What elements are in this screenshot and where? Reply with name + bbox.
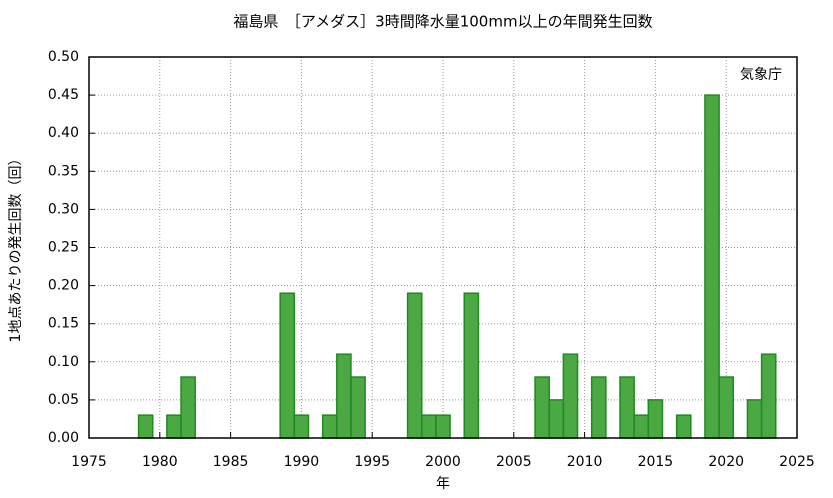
y-tick-label: 0.40: [48, 125, 79, 141]
x-tick-label: 2020: [708, 454, 744, 470]
y-tick-label: 0.35: [48, 163, 79, 179]
bar: [548, 399, 565, 439]
bar: [675, 414, 692, 439]
bar: [760, 353, 777, 439]
bar: [293, 414, 310, 439]
bar: [166, 414, 182, 439]
annotation: 気象庁: [740, 67, 782, 83]
bar: [534, 376, 550, 439]
bar: [421, 414, 437, 439]
bar: [647, 399, 664, 439]
x-tick-label: 2010: [567, 454, 603, 470]
y-tick-label: 0.50: [48, 49, 79, 65]
bar: [180, 376, 196, 439]
x-tick-label: 1975: [71, 454, 107, 470]
chart-title: 福島県 ［アメダス］3時間降水量100mm以上の年間発生回数: [233, 13, 652, 31]
bar: [562, 353, 579, 439]
bar: [350, 376, 366, 439]
bar: [590, 376, 607, 439]
x-tick-label: 2005: [496, 454, 532, 470]
x-tick-label: 2015: [638, 454, 674, 470]
y-tick-label: 0.05: [48, 392, 79, 408]
y-tick-label: 0.45: [48, 87, 79, 103]
x-tick-label: 2000: [425, 454, 461, 470]
bar: [463, 292, 480, 439]
bar: [633, 414, 650, 439]
x-tick-label: 1985: [213, 454, 249, 470]
bar: [704, 94, 720, 439]
y-tick-label: 0.20: [48, 278, 79, 294]
bar: [137, 414, 154, 439]
y-axis-label: 1地点あたりの発生回数（回）: [8, 152, 24, 343]
bar: [406, 292, 423, 439]
y-tick-label: 0.15: [48, 316, 79, 332]
bar: [746, 399, 763, 439]
x-tick-label: 2025: [779, 454, 815, 470]
x-axis-label: 年: [436, 476, 450, 492]
bar: [718, 376, 735, 439]
y-tick-label: 0.00: [48, 430, 79, 446]
y-tick-label: 0.25: [48, 240, 79, 256]
plot-frame: [88, 56, 798, 439]
x-tick-label: 1980: [142, 454, 178, 470]
bar: [619, 376, 635, 439]
bar: [435, 414, 451, 439]
bar: [321, 414, 338, 439]
x-tick-label: 1995: [354, 454, 390, 470]
x-tick-label: 1990: [284, 454, 320, 470]
bar: [279, 292, 296, 439]
y-tick-label: 0.30: [48, 201, 79, 217]
bar: [336, 353, 352, 439]
y-tick-label: 0.10: [48, 354, 79, 370]
